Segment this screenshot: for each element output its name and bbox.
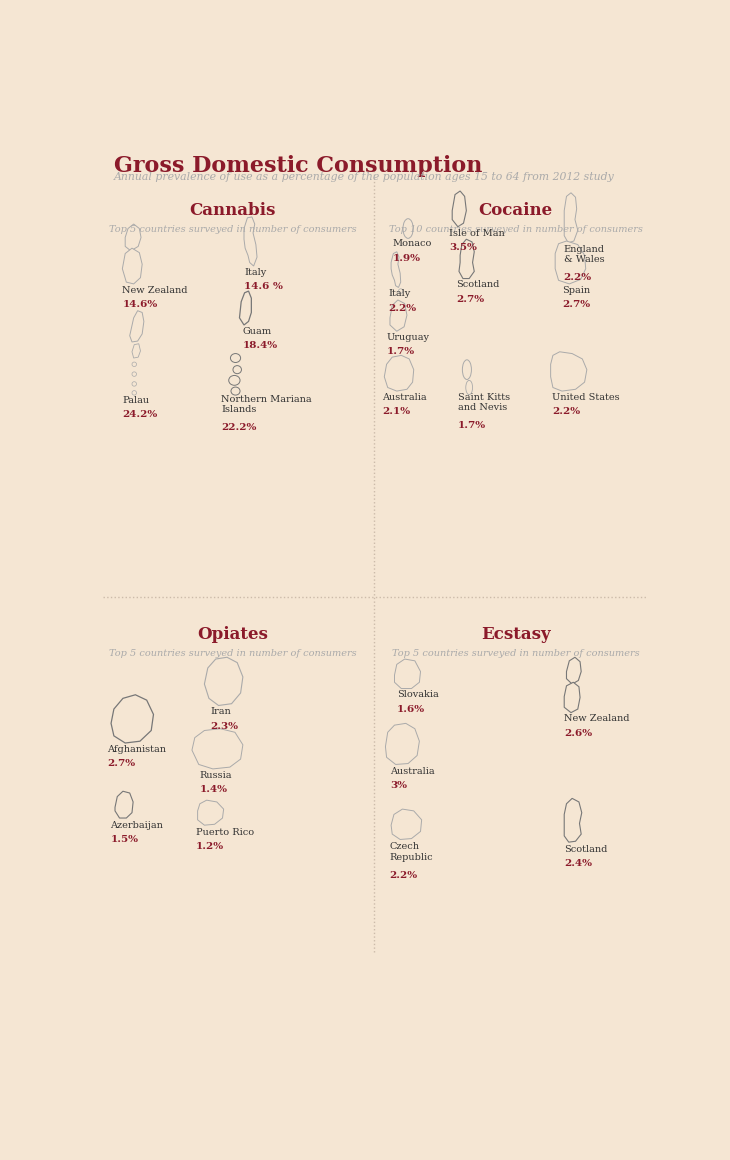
Polygon shape — [132, 343, 140, 358]
Polygon shape — [564, 193, 578, 242]
Ellipse shape — [466, 380, 472, 394]
Polygon shape — [244, 217, 257, 266]
Ellipse shape — [132, 382, 137, 386]
Text: Russia: Russia — [200, 770, 232, 780]
Text: 2.7%: 2.7% — [562, 300, 590, 309]
Text: England
& Wales: England & Wales — [564, 245, 604, 264]
Text: Opiates: Opiates — [197, 626, 268, 643]
Text: New Zealand: New Zealand — [564, 715, 630, 724]
Text: 2.2%: 2.2% — [389, 871, 418, 879]
Text: 2.7%: 2.7% — [107, 759, 135, 768]
Text: Afghanistan: Afghanistan — [107, 745, 166, 754]
Ellipse shape — [228, 376, 240, 385]
Text: 1.2%: 1.2% — [196, 842, 224, 851]
Text: Top 5 countries surveyed in number of consumers: Top 5 countries surveyed in number of co… — [392, 650, 639, 658]
Text: Czech
Republic: Czech Republic — [389, 842, 433, 862]
Polygon shape — [123, 248, 142, 284]
Text: 14.6%: 14.6% — [123, 300, 158, 309]
Text: Palau: Palau — [123, 396, 150, 405]
Text: Uruguay: Uruguay — [387, 333, 429, 342]
Ellipse shape — [231, 387, 240, 396]
Text: 1.9%: 1.9% — [392, 254, 420, 262]
Text: Australia: Australia — [382, 393, 426, 401]
Ellipse shape — [462, 360, 472, 379]
Text: Saint Kitts
and Nevis: Saint Kitts and Nevis — [458, 393, 510, 412]
Polygon shape — [555, 241, 585, 284]
Text: 1.6%: 1.6% — [397, 704, 425, 713]
Polygon shape — [385, 724, 419, 764]
Text: Australia: Australia — [390, 767, 434, 776]
Polygon shape — [239, 291, 251, 325]
Text: 3%: 3% — [390, 782, 407, 790]
Text: 2.2%: 2.2% — [564, 274, 592, 282]
Text: 2.6%: 2.6% — [564, 728, 592, 738]
Text: Top 5 countries surveyed in number of consumers: Top 5 countries surveyed in number of co… — [109, 650, 356, 658]
Text: 2.4%: 2.4% — [564, 860, 592, 868]
Text: Spain: Spain — [562, 285, 590, 295]
Polygon shape — [384, 355, 414, 391]
Text: Cannabis: Cannabis — [190, 202, 276, 219]
Text: 3.5%: 3.5% — [449, 242, 477, 252]
Polygon shape — [390, 300, 407, 332]
Ellipse shape — [399, 289, 403, 293]
Text: Top 10 countries surveyed in number of consumers: Top 10 countries surveyed in number of c… — [388, 225, 642, 234]
Polygon shape — [452, 191, 466, 226]
Polygon shape — [130, 311, 144, 342]
Text: Annual prevalence of use as a percentage of the population ages 15 to 64 from 20: Annual prevalence of use as a percentage… — [114, 172, 615, 182]
Text: 2.1%: 2.1% — [382, 407, 410, 416]
Polygon shape — [564, 682, 580, 712]
Ellipse shape — [233, 365, 242, 374]
Text: Monaco: Monaco — [392, 239, 431, 248]
Polygon shape — [394, 659, 420, 689]
Text: Gross Domestic Consumption: Gross Domestic Consumption — [114, 155, 483, 177]
Text: New Zealand: New Zealand — [123, 285, 188, 295]
Text: Italy: Italy — [388, 289, 410, 298]
Text: Top 5 countries surveyed in number of consumers: Top 5 countries surveyed in number of co… — [109, 225, 356, 234]
Ellipse shape — [231, 354, 241, 362]
Text: United States: United States — [552, 393, 619, 401]
Text: Cocaine: Cocaine — [478, 202, 553, 219]
Text: 22.2%: 22.2% — [221, 423, 257, 433]
Polygon shape — [192, 728, 243, 769]
Text: Guam: Guam — [243, 327, 272, 335]
Text: 14.6 %: 14.6 % — [244, 282, 283, 291]
Polygon shape — [550, 351, 587, 391]
Polygon shape — [204, 658, 243, 705]
Text: Iran: Iran — [210, 708, 231, 716]
Text: 1.4%: 1.4% — [200, 785, 228, 793]
Ellipse shape — [132, 372, 137, 376]
Text: Scotland: Scotland — [456, 281, 499, 289]
Text: Scotland: Scotland — [564, 844, 607, 854]
Text: 1.5%: 1.5% — [110, 835, 139, 844]
Polygon shape — [391, 252, 401, 288]
Polygon shape — [126, 224, 141, 251]
Ellipse shape — [132, 391, 137, 396]
Text: Isle of Man: Isle of Man — [449, 229, 504, 238]
Polygon shape — [564, 798, 582, 842]
Text: Puerto Rico: Puerto Rico — [196, 828, 254, 836]
Polygon shape — [111, 695, 153, 744]
Polygon shape — [198, 800, 223, 825]
Text: 24.2%: 24.2% — [123, 409, 158, 419]
Text: 1.7%: 1.7% — [458, 421, 486, 430]
Text: 2.2%: 2.2% — [552, 407, 580, 416]
Text: Northern Mariana
Islands: Northern Mariana Islands — [221, 394, 312, 414]
Text: 1.7%: 1.7% — [387, 347, 415, 356]
Text: 2.2%: 2.2% — [388, 304, 416, 312]
Polygon shape — [115, 791, 133, 818]
Text: 2.3%: 2.3% — [210, 722, 238, 731]
Text: Italy: Italy — [244, 268, 266, 277]
Text: 18.4%: 18.4% — [243, 341, 278, 350]
Ellipse shape — [132, 362, 137, 367]
Text: Slovakia: Slovakia — [397, 690, 439, 699]
Text: Azerbaijan: Azerbaijan — [110, 821, 164, 829]
Text: Ecstasy: Ecstasy — [481, 626, 550, 643]
Ellipse shape — [403, 219, 413, 238]
Polygon shape — [459, 239, 475, 278]
Polygon shape — [566, 658, 581, 684]
Polygon shape — [391, 810, 422, 840]
Text: 2.7%: 2.7% — [456, 295, 484, 304]
